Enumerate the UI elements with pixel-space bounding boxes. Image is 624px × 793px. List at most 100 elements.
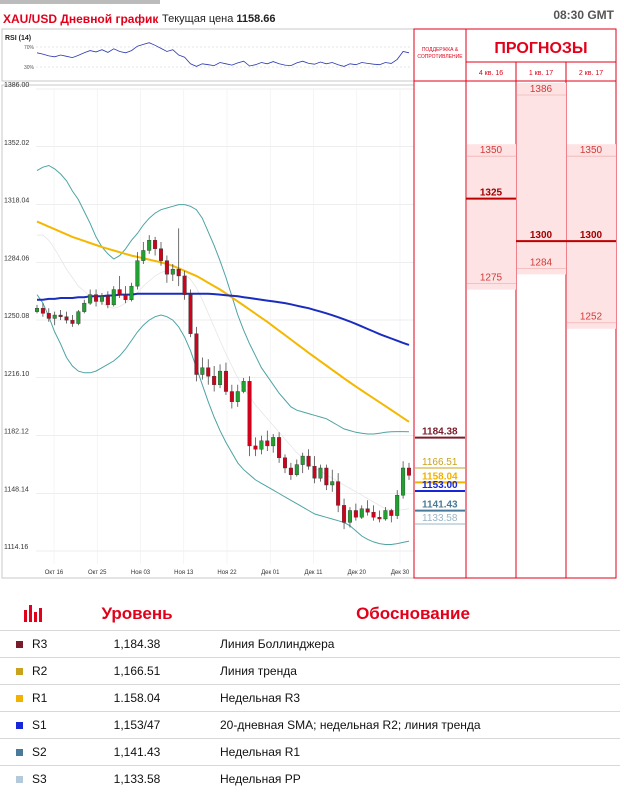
candle-body xyxy=(99,296,104,302)
candle-body xyxy=(395,494,400,516)
y-tick-label: 1386.00 xyxy=(4,82,29,89)
candle-body xyxy=(111,289,116,306)
level-reason: Линия тренда xyxy=(206,657,620,685)
forecast-value: 1300 xyxy=(530,230,553,241)
candle-body xyxy=(324,467,329,486)
candle-body xyxy=(300,455,305,465)
candle-body xyxy=(223,370,228,392)
sma20-line xyxy=(37,292,410,346)
support-label-2: СОПРОТИВЛЕНИЕ xyxy=(417,54,463,60)
candle-body xyxy=(147,240,152,251)
level-color-swatch xyxy=(16,668,23,676)
rsi-tick-70: 70% xyxy=(24,45,35,51)
candle-body xyxy=(170,268,175,275)
price-level-label: 1133.58 xyxy=(422,513,458,524)
candle-body xyxy=(188,294,193,334)
gmt-time: 08:30 GMT xyxy=(553,8,614,22)
candle-body xyxy=(206,367,211,377)
rsi-label: RSI (14) xyxy=(5,35,31,42)
level-name: R3 xyxy=(32,637,48,651)
y-tick-label: 1216.10 xyxy=(4,371,29,378)
candle-body xyxy=(158,248,163,261)
candle-body xyxy=(94,294,99,302)
candle-body xyxy=(277,437,282,458)
candle-body xyxy=(347,510,352,523)
price-level-label: 1153.00 xyxy=(422,480,458,491)
candle-body xyxy=(330,481,335,486)
level-name: R2 xyxy=(32,664,48,678)
level-name-cell: R1 xyxy=(0,684,68,712)
x-tick-label: Дек 30 xyxy=(391,570,410,576)
candle-body xyxy=(117,289,122,295)
candle-body xyxy=(371,511,376,518)
forecast-value: 1252 xyxy=(580,312,603,323)
candle-body xyxy=(105,296,110,306)
level-name-cell: R3 xyxy=(0,630,68,658)
bollinger-lower-line xyxy=(36,294,410,545)
forecast-range xyxy=(567,144,616,329)
level-value: 1,184.38 xyxy=(68,630,206,658)
current-price-value: 1158.66 xyxy=(236,13,276,25)
chart-area: RSI (14) 70% 30% 1386.00 1352.02 1318.04 12… xyxy=(1,28,617,579)
table-row: S1 1,153/47 20-дневная SMA; недельная R2; … xyxy=(0,711,620,739)
forecast-value: 1300 xyxy=(580,230,603,241)
candle-body xyxy=(401,467,406,496)
candle-body xyxy=(283,457,288,469)
bollinger-mid-line xyxy=(37,234,410,511)
price-level-label: 1184.38 xyxy=(422,427,458,438)
candle-body xyxy=(229,391,234,402)
forecast-value: 1350 xyxy=(580,145,603,156)
candle-body xyxy=(359,508,364,518)
candle-body xyxy=(294,464,299,475)
x-tick-label: Ноя 22 xyxy=(217,570,237,576)
table-row: S2 1,141.43 Недельная R1 xyxy=(0,738,620,766)
candle-body xyxy=(153,240,158,249)
levels-header-level: Уровень xyxy=(101,604,173,623)
x-tick-label: Дек 11 xyxy=(305,570,324,576)
candle-body xyxy=(288,467,293,475)
level-color-swatch xyxy=(16,641,23,649)
candle-body xyxy=(200,367,205,375)
current-price-label: Текущая цена xyxy=(162,13,234,25)
y-tick-label: 1318.04 xyxy=(4,198,29,205)
candle-body xyxy=(176,268,181,277)
y-tick-label: 1148.14 xyxy=(4,486,29,493)
level-name-cell: S2 xyxy=(0,738,68,766)
rsi-panel xyxy=(1,28,415,82)
y-tick-label: 1182.12 xyxy=(4,429,29,436)
y-axis: 1386.00 1352.02 1318.04 1284.06 1250.08 1216.… xyxy=(4,82,29,551)
table-row: S3 1,133.58 Недельная PP xyxy=(0,765,620,792)
forecast-title: ПРОГНОЗЫ xyxy=(494,40,587,57)
rsi-tick-30: 30% xyxy=(24,65,35,71)
y-tick-label: 1114.16 xyxy=(4,544,28,551)
candle-body xyxy=(259,440,264,450)
level-name: R1 xyxy=(32,691,48,705)
level-value: 1,141.43 xyxy=(68,738,206,766)
price-level-label: 1141.43 xyxy=(422,500,458,511)
sma-long-line xyxy=(36,220,410,423)
candle-body xyxy=(40,308,45,314)
table-row: R3 1,184.38 Линия Боллинджера xyxy=(0,630,620,658)
table-row: R1 1.158.04 Недельная R3 xyxy=(0,684,620,712)
candle-body xyxy=(247,381,252,447)
candle-body xyxy=(312,466,317,479)
bar-chart-icon xyxy=(24,604,42,622)
candle-body xyxy=(235,391,240,402)
forecast-value: 1325 xyxy=(480,188,503,199)
candles xyxy=(35,228,412,530)
candle-body xyxy=(76,311,81,324)
level-color-swatch xyxy=(16,722,23,730)
table-row: R2 1,166.51 Линия тренда xyxy=(0,657,620,685)
forecast-value: 1284 xyxy=(530,257,553,268)
candle-body xyxy=(253,445,258,450)
price-panel xyxy=(1,84,415,579)
level-name: S3 xyxy=(32,772,47,786)
x-tick-label: Ноя 03 xyxy=(131,570,151,576)
y-tick-label: 1284.06 xyxy=(4,255,29,262)
candle-body xyxy=(58,314,63,317)
forecast-value: 1350 xyxy=(480,145,503,156)
price-level-label: 1166.51 xyxy=(422,457,458,468)
candle-body xyxy=(271,437,276,447)
level-reason: Линия Боллинджера xyxy=(206,630,620,658)
rsi-line xyxy=(36,42,410,67)
